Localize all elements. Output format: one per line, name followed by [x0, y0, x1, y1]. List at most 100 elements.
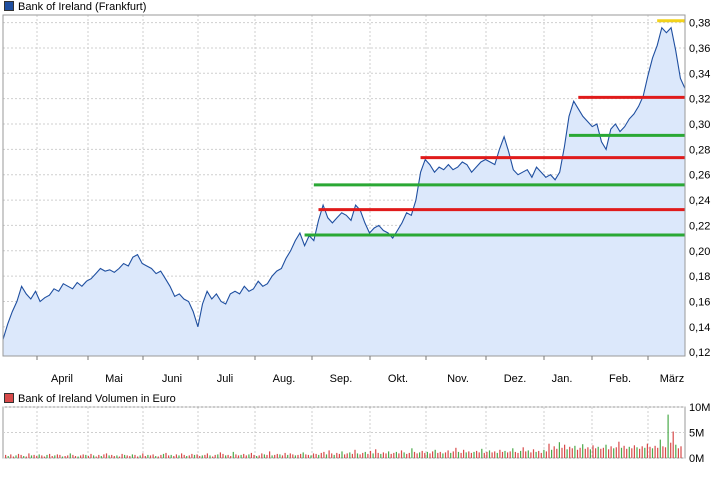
volume-bar [256, 456, 258, 458]
volume-bar [452, 451, 454, 458]
volume-bar [7, 456, 9, 458]
price-panel: 0,12 0,14 0,16 0,18 0,20 0,22 0,24 0,26 0,28 0,30… [2, 14, 710, 385]
volume-bar [473, 451, 475, 458]
volume-bar [571, 448, 573, 458]
volume-bar [558, 442, 560, 458]
volume-bar [470, 452, 472, 458]
volume-bar [225, 455, 227, 458]
volume-bar [677, 448, 679, 458]
price-y-tick-label: 0,36 [689, 43, 710, 55]
volume-bar [362, 452, 364, 458]
volume-bar [276, 453, 278, 458]
volume-bar [545, 451, 547, 458]
volume-bar [219, 452, 221, 458]
volume-bar [398, 453, 400, 458]
volume-bar [520, 450, 522, 458]
volume-bar [356, 453, 359, 458]
volume-bar [597, 446, 599, 458]
volume-bar [33, 454, 35, 458]
volume-bar [82, 454, 84, 458]
volume-bar [248, 454, 250, 458]
volume-bar [455, 447, 457, 458]
volume-bar [421, 450, 423, 458]
volume-bar [641, 446, 643, 458]
volume-bar [439, 451, 441, 458]
volume-bar [103, 454, 105, 458]
volume-bar [131, 454, 133, 458]
volume-bar [657, 447, 659, 458]
volume-bar [628, 446, 630, 458]
volume-bar [253, 454, 255, 458]
volume-bar [465, 452, 467, 458]
volume-bar [447, 450, 449, 458]
volume-bar [287, 454, 289, 458]
volume-bar [426, 451, 428, 458]
volume-bar [28, 453, 30, 458]
volume-bar [367, 453, 369, 458]
volume-bar [620, 447, 623, 458]
volume-bar [390, 453, 392, 458]
volume-bar [250, 452, 252, 458]
volume-bar [209, 455, 211, 458]
volume-bar [349, 452, 351, 458]
volume-bar [12, 456, 14, 458]
volume-bar [142, 453, 144, 458]
volume-bar [576, 449, 579, 458]
volume-bar [263, 454, 265, 458]
volume-bar [556, 448, 558, 458]
volume-bar [582, 444, 584, 458]
volume-bar [380, 453, 382, 458]
volume-bar [155, 456, 157, 458]
volume-bar [108, 455, 110, 458]
volume-bar [85, 454, 87, 458]
volume-bar [605, 444, 607, 458]
price-y-tick-label: 0,12 [689, 347, 710, 359]
volume-bar [289, 453, 291, 458]
volume-bar [87, 456, 89, 458]
volume-bar [595, 448, 597, 458]
volume-bar [258, 455, 260, 458]
volume-bar [615, 447, 617, 458]
volume-bar [59, 454, 61, 458]
volume-bar [147, 454, 149, 458]
volume-bar [54, 455, 56, 458]
volume-bar [400, 450, 403, 458]
volume-bar [118, 456, 121, 458]
volume-bar [144, 456, 146, 458]
volume-bar [74, 456, 77, 458]
volume-bar [364, 451, 366, 458]
volume-bar [450, 452, 452, 458]
price-y-tick-label: 0,18 [689, 271, 710, 283]
volume-bar [232, 451, 234, 458]
volume-bar [654, 445, 656, 458]
volume-bar [230, 456, 232, 458]
volume-bar [416, 453, 418, 458]
volume-bar [600, 448, 602, 458]
volume-bar [149, 455, 152, 458]
volume-bar [245, 455, 247, 458]
volume-bar [69, 453, 71, 458]
volume-bar [181, 453, 183, 458]
volume-bar [670, 442, 672, 458]
volume-bar [36, 456, 38, 458]
volume-bar [437, 452, 439, 458]
volume-bar [307, 454, 309, 458]
price-legend-label: Bank of Ireland (Frankfurt) [18, 1, 147, 13]
volume-bar [100, 456, 102, 458]
volume-bar [17, 453, 20, 458]
x-tick-label-month: Okt. [388, 373, 408, 385]
volume-bar [61, 456, 64, 458]
volume-bar [212, 456, 214, 458]
volume-bar [478, 452, 480, 458]
volume-bar [504, 450, 506, 458]
price-y-tick-label: 0,38 [689, 18, 710, 30]
volume-bar [77, 456, 79, 458]
volume-bar [631, 448, 633, 458]
volume-bar [476, 450, 478, 458]
volume-bar [196, 454, 198, 458]
volume-bar [496, 452, 498, 458]
volume-bar [240, 454, 242, 458]
volume-bar [266, 454, 268, 458]
volume-bar [369, 450, 372, 458]
